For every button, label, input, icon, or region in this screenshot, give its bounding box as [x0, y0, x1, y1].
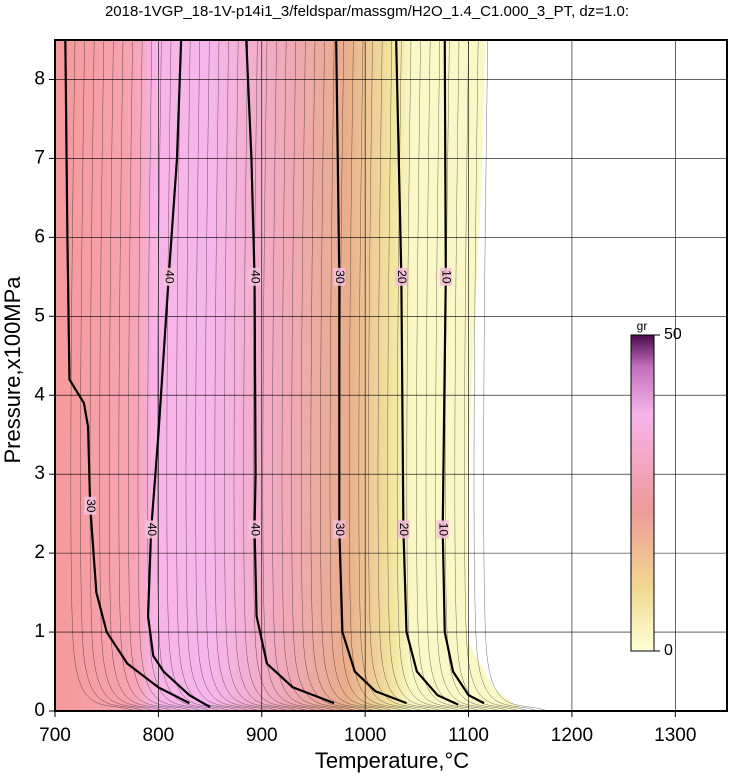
y-tick-label: 0: [34, 700, 45, 721]
y-tick-label: 4: [34, 384, 45, 405]
colorbar: [630, 334, 655, 652]
contour-label: 40: [248, 270, 262, 284]
contour-label: 40: [248, 523, 262, 537]
thin-contour: [445, 39, 510, 712]
thin-contour: [291, 39, 356, 712]
contour-label-bg: [439, 267, 452, 286]
contour-label: 20: [395, 270, 409, 284]
contour-label-bg: [145, 520, 158, 539]
thin-contour: [118, 39, 184, 712]
contour-line: [146, 39, 211, 709]
x-tick-label: 700: [39, 725, 71, 746]
contour-label: 30: [333, 270, 347, 284]
thin-contour: [358, 39, 424, 712]
thin-contour: [99, 39, 164, 712]
thin-contour: [128, 39, 193, 712]
colorbar-label: gr: [637, 319, 648, 333]
thin-contour: [224, 39, 289, 712]
thin-contour: [195, 39, 260, 712]
thin-contour: [320, 39, 385, 712]
contour-label-bg: [397, 520, 410, 539]
x-tick-label: 1300: [654, 725, 696, 746]
contour-label: 20: [397, 523, 411, 537]
thin-contour: [262, 39, 328, 712]
contour-label: 10: [440, 270, 454, 284]
y-tick-label: 5: [34, 305, 45, 326]
thin-contour: [166, 39, 232, 712]
y-axis-label: Pressure,x100MPa: [0, 276, 25, 464]
contour-label-bg: [84, 496, 97, 515]
thin-contour: [281, 39, 347, 712]
thin-contour: [89, 39, 155, 712]
plot-frame: [54, 39, 728, 712]
x-tick-label: 1000: [344, 725, 386, 746]
x-tick-label: 1100: [448, 725, 489, 746]
x-tick-label: 1200: [551, 725, 593, 746]
colorbar-tick-label: 0: [664, 642, 673, 659]
thin-contour: [435, 39, 500, 712]
thin-contour: [473, 39, 539, 712]
contour-label-bg: [248, 267, 261, 286]
contour-label: 30: [84, 499, 98, 513]
thin-contour: [253, 39, 318, 712]
contour-label-bg: [333, 267, 346, 286]
thin-contour: [205, 39, 270, 712]
thin-contour: [185, 39, 251, 712]
contour-label-bg: [162, 267, 175, 286]
x-tick-label: 900: [246, 725, 278, 746]
thin-contour: [272, 39, 337, 712]
thin-contour: [464, 39, 529, 712]
chart-title: 2018-1VGP_18-1V-p14i1_3/feldspar/massgm/…: [105, 3, 629, 20]
colored-field: [55, 40, 525, 711]
thin-contour: [397, 39, 462, 712]
thin-contour: [406, 39, 472, 712]
thin-contour: [233, 39, 299, 712]
y-tick-label: 8: [34, 68, 45, 89]
x-tick-label: 800: [143, 725, 175, 746]
thin-contour: [368, 39, 433, 712]
thin-contour: [349, 39, 414, 712]
thin-contour: [301, 39, 366, 712]
contour-label: 40: [163, 270, 177, 284]
thin-contour: [214, 39, 280, 712]
thin-contour: [70, 39, 136, 712]
contour-label-bg: [333, 520, 346, 539]
thin-contour: [416, 39, 481, 712]
contour-label: 30: [333, 523, 347, 537]
y-tick-label: 3: [34, 463, 45, 484]
y-tick-label: 2: [34, 542, 45, 563]
thin-contour: [483, 39, 548, 712]
thin-contour: [80, 39, 145, 712]
colorbar-tick-label: 50: [664, 326, 682, 343]
y-tick-label: 7: [34, 147, 45, 168]
y-tick-label: 1: [34, 621, 45, 642]
contour-label-bg: [395, 267, 408, 286]
contour-label-bg: [436, 520, 449, 539]
thin-contour: [137, 39, 203, 712]
contour-label: 10: [437, 523, 451, 537]
contour-label-bg: [248, 520, 261, 539]
thin-contour: [243, 39, 308, 712]
thin-contour: [147, 39, 212, 712]
contour-label: 40: [145, 523, 159, 537]
y-tick-label: 6: [34, 226, 45, 247]
thin-contour: [109, 39, 174, 712]
thin-contour: [329, 39, 395, 712]
thin-contour: [387, 39, 452, 712]
thin-contour: [157, 39, 222, 712]
thin-contour: [310, 39, 376, 712]
x-axis-label: Temperature,°C: [315, 748, 469, 773]
